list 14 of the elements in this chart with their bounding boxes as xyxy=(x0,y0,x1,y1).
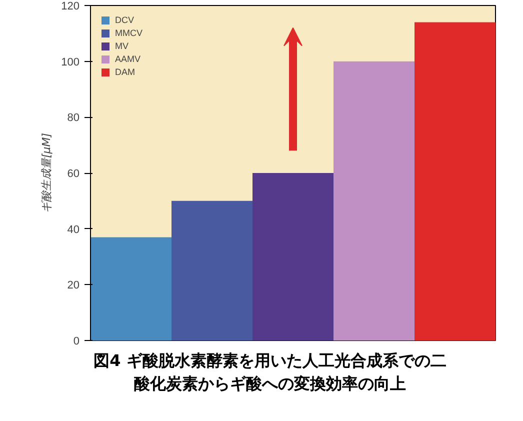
legend-label: MMCV xyxy=(115,28,142,38)
y-tick-label: 80 xyxy=(67,112,80,124)
legend-label: MV xyxy=(115,41,130,51)
y-tick-label: 0 xyxy=(73,336,80,348)
legend-label: AAMV xyxy=(115,54,141,64)
y-tick-label: 20 xyxy=(67,280,80,292)
y-tick-label: 100 xyxy=(61,56,80,68)
caption: 図4 ギ酸脱水素酵素を用いた人工光合成系での二酸化炭素からギ酸への変換効率の向上 xyxy=(92,350,448,395)
y-tick-label: 40 xyxy=(67,224,80,236)
legend-label: DAM xyxy=(115,67,135,77)
legend-label: DCV xyxy=(115,15,135,25)
y-tick-label: 120 xyxy=(61,0,80,12)
y-axis-title: ギ酸生成量[μM] xyxy=(40,132,54,214)
y-tick-label: 60 xyxy=(67,168,80,180)
